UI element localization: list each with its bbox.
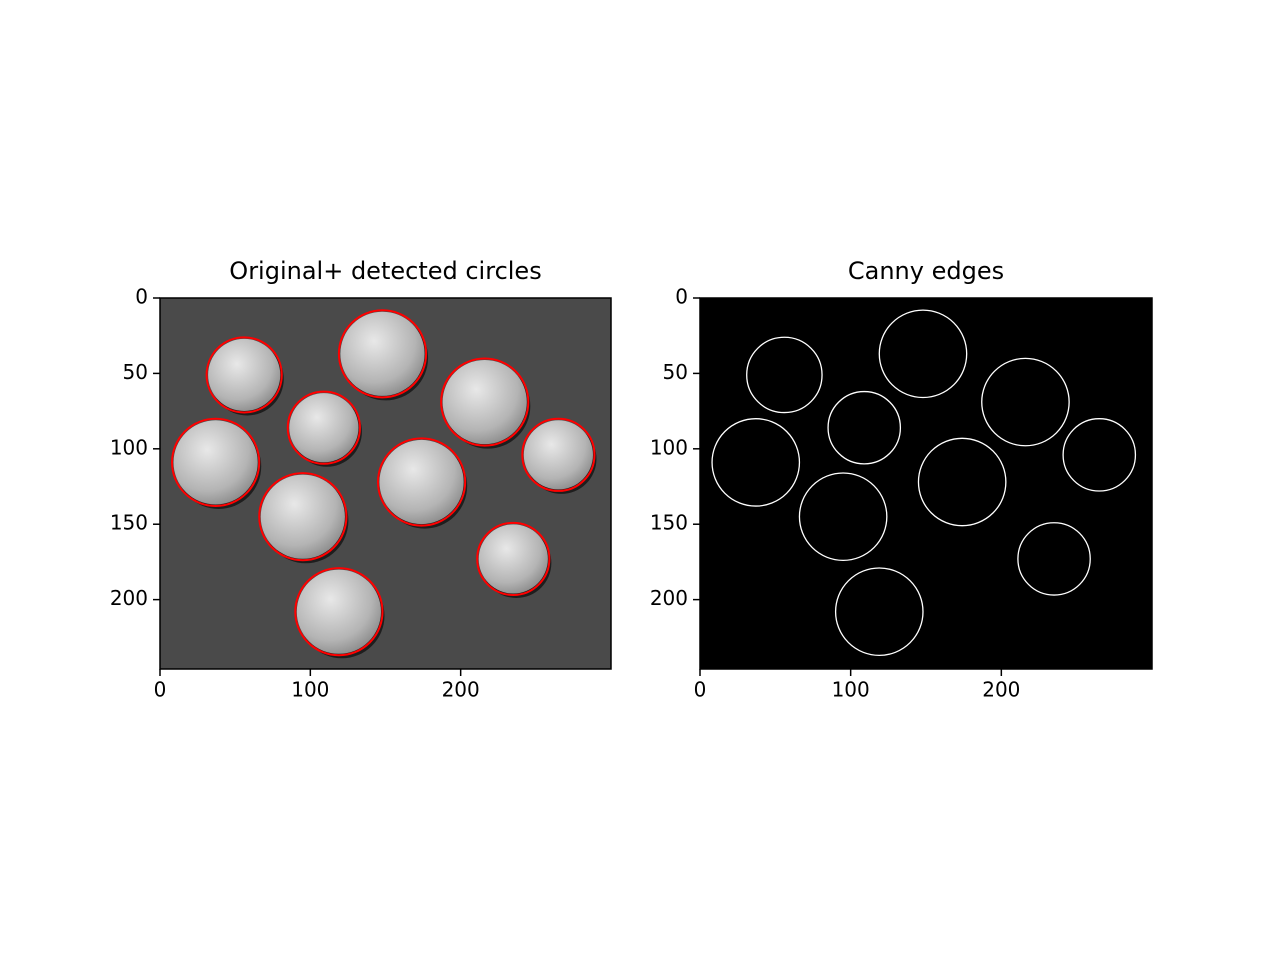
- detected-circle: [337, 309, 428, 399]
- coin: [478, 524, 548, 594]
- detected-circle: [440, 357, 530, 447]
- axes-frame: [699, 297, 1153, 670]
- coin: [208, 338, 281, 411]
- y-tick-label: 150: [110, 511, 148, 535]
- coin: [289, 393, 359, 463]
- panel-title: Original+ detected circles: [229, 257, 541, 285]
- image-background: [700, 298, 1152, 669]
- y-tick-label: 50: [123, 360, 148, 384]
- coin: [442, 359, 527, 445]
- panel-title: Canny edges: [848, 257, 1004, 285]
- edge-circle: [746, 336, 823, 414]
- detected-circle: [376, 437, 467, 527]
- y-tick-label: 200: [110, 586, 148, 610]
- detected-circle: [294, 567, 384, 657]
- edge-circle: [827, 390, 902, 465]
- x-tick-label: 100: [291, 678, 329, 702]
- edge-circle: [711, 418, 801, 507]
- detected-circle: [286, 390, 361, 465]
- coin: [260, 474, 345, 559]
- y-tick-label: 100: [110, 435, 148, 459]
- y-tick-label: 0: [135, 285, 148, 309]
- edge-circle: [1062, 418, 1137, 492]
- edge-circle: [878, 309, 968, 399]
- coin: [296, 569, 381, 654]
- x-tick-label: 0: [154, 678, 167, 702]
- edge-circle: [981, 357, 1070, 447]
- coin: [379, 439, 464, 525]
- coin: [340, 311, 425, 396]
- y-tick-label: 100: [650, 435, 688, 459]
- detected-circle: [258, 472, 348, 562]
- y-tick-label: 0: [675, 285, 688, 309]
- detected-circle: [205, 336, 283, 414]
- edge-circle: [917, 437, 1007, 527]
- y-tick-label: 200: [650, 586, 688, 610]
- coin: [523, 420, 593, 490]
- y-tick-label: 50: [663, 360, 688, 384]
- edge-circle: [834, 567, 924, 657]
- coin: [173, 420, 258, 505]
- x-tick-label: 200: [982, 678, 1020, 702]
- edge-circle: [1017, 522, 1091, 596]
- detected-circle: [476, 521, 551, 596]
- detected-circle: [521, 417, 596, 492]
- edge-circle: [798, 472, 888, 562]
- detected-circle: [171, 417, 261, 507]
- axes-frame: [159, 297, 612, 670]
- x-tick-label: 100: [832, 678, 870, 702]
- y-tick-label: 150: [650, 511, 688, 535]
- x-tick-label: 200: [442, 678, 480, 702]
- x-tick-label: 0: [694, 678, 707, 702]
